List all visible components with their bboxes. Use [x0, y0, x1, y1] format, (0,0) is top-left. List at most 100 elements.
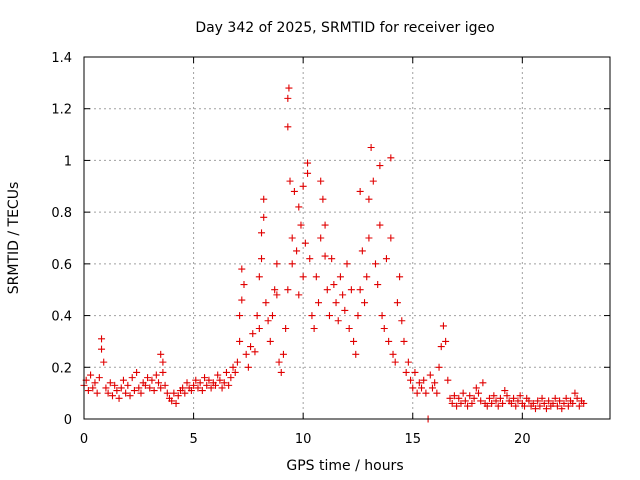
data-point: [157, 384, 165, 392]
data-point: [363, 273, 371, 281]
data-point: [266, 337, 274, 345]
data-point: [389, 350, 397, 358]
data-point: [413, 389, 421, 397]
data-point: [483, 402, 491, 410]
data-point: [507, 399, 515, 407]
data-point: [538, 394, 546, 402]
data-point: [374, 281, 382, 289]
data-point: [293, 247, 301, 255]
data-point: [240, 281, 248, 289]
data-point: [279, 350, 287, 358]
data-point: [133, 368, 141, 376]
data-point: [400, 337, 408, 345]
data-point: [496, 394, 504, 402]
y-tick-label: 0.2: [51, 361, 72, 376]
data-point: [510, 394, 518, 402]
data-point: [492, 397, 500, 405]
data-point: [290, 187, 298, 195]
data-point: [558, 405, 566, 413]
data-point: [575, 402, 583, 410]
data-point: [466, 392, 474, 400]
data-point: [304, 169, 312, 177]
data-point: [225, 381, 233, 389]
data-point: [130, 387, 138, 395]
data-point: [404, 358, 412, 366]
data-point: [468, 399, 476, 407]
data-point: [84, 387, 92, 395]
data-point: [442, 337, 450, 345]
data-point: [365, 234, 373, 242]
data-point: [461, 397, 469, 405]
data-point: [218, 384, 226, 392]
data-point: [475, 389, 482, 397]
data-point: [435, 363, 443, 371]
data-point: [231, 368, 239, 376]
data-point: [325, 312, 333, 320]
data-point: [187, 387, 195, 395]
data-point: [387, 234, 395, 242]
data-point: [95, 374, 103, 382]
data-point: [152, 371, 160, 379]
data-point: [321, 221, 329, 229]
data-point: [194, 384, 202, 392]
data-point: [157, 350, 165, 358]
data-point: [580, 399, 588, 407]
data-point: [345, 325, 353, 332]
data-point: [446, 394, 454, 402]
data-point: [192, 376, 200, 384]
data-point: [255, 273, 263, 281]
data-point: [155, 379, 163, 387]
data-point: [433, 389, 441, 397]
data-point: [376, 221, 384, 229]
data-point: [301, 239, 309, 247]
data-point: [161, 381, 169, 389]
data-point: [569, 399, 577, 407]
data-point: [264, 317, 272, 325]
data-point: [174, 392, 182, 400]
data-point: [260, 195, 268, 203]
data-point: [571, 389, 579, 397]
grid: [84, 57, 610, 419]
data-point: [332, 299, 340, 307]
data-point: [126, 392, 134, 400]
data-point: [214, 371, 222, 379]
data-point: [560, 399, 568, 407]
data-point: [238, 265, 246, 273]
data-point: [573, 394, 581, 402]
data-point: [540, 399, 548, 407]
data-point: [273, 291, 281, 299]
y-tick-label: 1.2: [51, 103, 72, 118]
data-point: [236, 312, 244, 320]
data-point: [238, 296, 246, 304]
data-point: [488, 399, 496, 407]
data-point: [124, 381, 132, 389]
data-point: [284, 286, 292, 294]
data-point: [529, 399, 537, 407]
data-point: [275, 358, 283, 366]
data-point: [159, 368, 167, 376]
data-point: [268, 312, 276, 320]
chart-title: Day 342 of 2025, SRMTID for receiver ige…: [195, 20, 494, 36]
data-point: [220, 379, 228, 387]
data-point: [411, 368, 419, 376]
data-point: [455, 394, 463, 402]
data-point: [299, 182, 307, 190]
data-point: [330, 281, 338, 289]
data-point: [308, 312, 316, 320]
data-point: [450, 392, 458, 400]
data-point: [428, 384, 436, 392]
data-point: [137, 389, 145, 397]
data-point: [98, 335, 106, 343]
data-point: [444, 376, 452, 384]
data-point: [251, 348, 259, 356]
data-point: [525, 397, 533, 405]
data-point: [244, 363, 252, 371]
data-point: [358, 247, 366, 255]
y-axis-label: SRMTID / TECUs: [6, 182, 22, 295]
data-point: [470, 394, 478, 402]
data-point: [288, 260, 296, 268]
data-point: [310, 325, 318, 332]
data-point: [104, 389, 112, 397]
data-point: [485, 394, 493, 402]
